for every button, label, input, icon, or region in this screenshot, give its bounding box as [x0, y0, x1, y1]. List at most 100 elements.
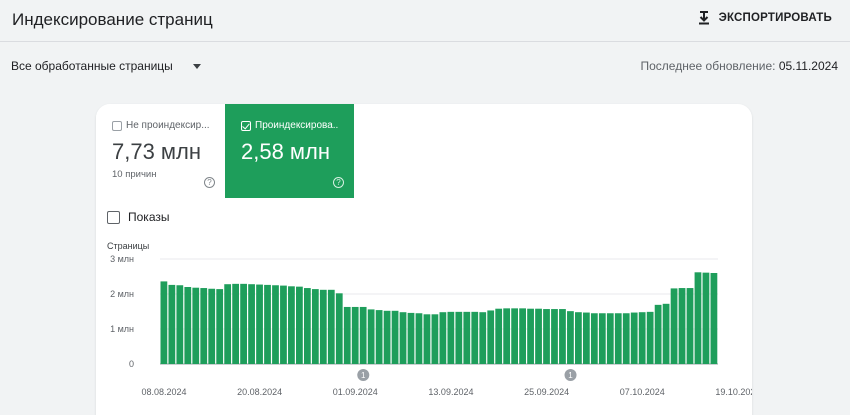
bar[interactable]: [351, 306, 359, 364]
bar[interactable]: [559, 309, 566, 364]
bar[interactable]: [487, 310, 495, 364]
impressions-label: Показы: [128, 210, 170, 224]
checkbox-icon: [107, 210, 120, 224]
y-tick-label: 0: [129, 359, 134, 369]
bar[interactable]: [686, 288, 694, 364]
bar[interactable]: [551, 309, 558, 364]
bar[interactable]: [335, 293, 343, 364]
bar[interactable]: [311, 289, 319, 364]
impressions-checkbox[interactable]: Показы: [107, 210, 169, 224]
bar[interactable]: [527, 308, 534, 364]
bar[interactable]: [415, 313, 423, 364]
bar[interactable]: [646, 311, 654, 364]
bar[interactable]: [439, 312, 447, 364]
x-tick-label: 13.09.2024: [428, 387, 473, 397]
bar[interactable]: [176, 285, 184, 364]
bar[interactable]: [224, 284, 232, 364]
bar[interactable]: [407, 312, 415, 364]
bar[interactable]: [662, 303, 670, 364]
annotation-marker[interactable]: [564, 369, 577, 381]
bar[interactable]: [168, 284, 176, 364]
bar[interactable]: [455, 311, 463, 364]
x-tick-label: 19.10.2024: [715, 387, 752, 397]
bar[interactable]: [248, 284, 255, 364]
export-label: ЭКСПОРТИРОВАТЬ: [718, 12, 832, 24]
bar[interactable]: [208, 288, 216, 364]
page-title: Индексирование страниц: [12, 10, 213, 29]
bar[interactable]: [543, 309, 550, 364]
checkbox-icon[interactable]: [112, 120, 122, 131]
bar[interactable]: [288, 286, 295, 364]
bar[interactable]: [184, 287, 192, 364]
bar[interactable]: [383, 310, 391, 364]
bar[interactable]: [710, 273, 718, 364]
bar[interactable]: [359, 306, 367, 364]
bar[interactable]: [535, 308, 542, 364]
tile-indexed[interactable]: Проиндексирова... 2,58 млн ?: [225, 104, 354, 198]
bar[interactable]: [232, 283, 240, 364]
bar[interactable]: [479, 312, 487, 364]
x-tick-label: 07.10.2024: [620, 387, 665, 397]
bar[interactable]: [399, 312, 407, 364]
tile-not-indexed[interactable]: Не проиндексир... 7,73 млн 10 причин ?: [96, 104, 225, 198]
bar[interactable]: [503, 308, 511, 364]
bar[interactable]: [319, 289, 327, 364]
bar[interactable]: [567, 311, 574, 364]
pages-filter-dropdown[interactable]: Все обработанные страницы: [11, 59, 201, 73]
bar[interactable]: [375, 310, 383, 364]
x-tick-label: 25.09.2024: [524, 387, 569, 397]
bar[interactable]: [160, 281, 168, 364]
bar[interactable]: [678, 288, 686, 364]
bar[interactable]: [216, 289, 224, 364]
bar[interactable]: [463, 311, 471, 364]
bar[interactable]: [240, 283, 247, 364]
bar[interactable]: [670, 288, 678, 364]
help-icon[interactable]: ?: [204, 177, 215, 188]
checkbox-checked-icon[interactable]: [241, 120, 251, 131]
bar[interactable]: [598, 313, 606, 364]
bar[interactable]: [303, 288, 311, 364]
bar[interactable]: [702, 272, 710, 364]
bar[interactable]: [192, 287, 200, 364]
bar[interactable]: [264, 284, 271, 364]
bar[interactable]: [272, 285, 279, 364]
filter-selected-value: Все обработанные страницы: [11, 59, 173, 73]
bar[interactable]: [638, 312, 646, 364]
bar[interactable]: [606, 313, 614, 364]
bar[interactable]: [582, 312, 590, 364]
bar[interactable]: [511, 308, 519, 364]
x-tick-label: 08.08.2024: [141, 387, 186, 397]
bar[interactable]: [423, 314, 431, 364]
tile-value: 7,73 млн: [112, 139, 202, 164]
bar[interactable]: [471, 311, 479, 364]
bar[interactable]: [200, 288, 208, 364]
export-button[interactable]: ЭКСПОРТИРОВАТЬ: [697, 11, 832, 25]
pages-bar-chart: 0 1 млн 2 млн 3 млн 08.08.2024 20.08.2024 01.0…: [110, 254, 752, 397]
bar[interactable]: [391, 310, 399, 364]
tile-value: 2,58 млн: [241, 139, 331, 164]
bar[interactable]: [630, 312, 638, 364]
bar[interactable]: [694, 272, 702, 364]
bar[interactable]: [495, 308, 503, 364]
y-tick-label: 1 млн: [110, 324, 134, 334]
bar[interactable]: [622, 313, 630, 364]
bar[interactable]: [447, 311, 455, 364]
annotation-label: 1: [568, 371, 573, 380]
bar[interactable]: [431, 314, 439, 364]
last-updated: Последнее обновление: 05.11.2024: [641, 59, 839, 73]
bar[interactable]: [256, 284, 263, 364]
help-icon[interactable]: ?: [333, 177, 344, 188]
bar[interactable]: [280, 285, 287, 364]
tile-label: Не проиндексир...: [126, 120, 209, 131]
bar[interactable]: [343, 306, 351, 364]
bar[interactable]: [519, 308, 526, 364]
annotation-marker[interactable]: [357, 369, 370, 381]
last-updated-date: 05.11.2024: [778, 59, 838, 73]
bar[interactable]: [575, 312, 582, 364]
bar[interactable]: [367, 309, 375, 364]
bar[interactable]: [296, 286, 303, 364]
bar[interactable]: [327, 289, 335, 364]
bar[interactable]: [614, 313, 622, 364]
bar[interactable]: [654, 304, 662, 364]
bar[interactable]: [590, 313, 598, 364]
